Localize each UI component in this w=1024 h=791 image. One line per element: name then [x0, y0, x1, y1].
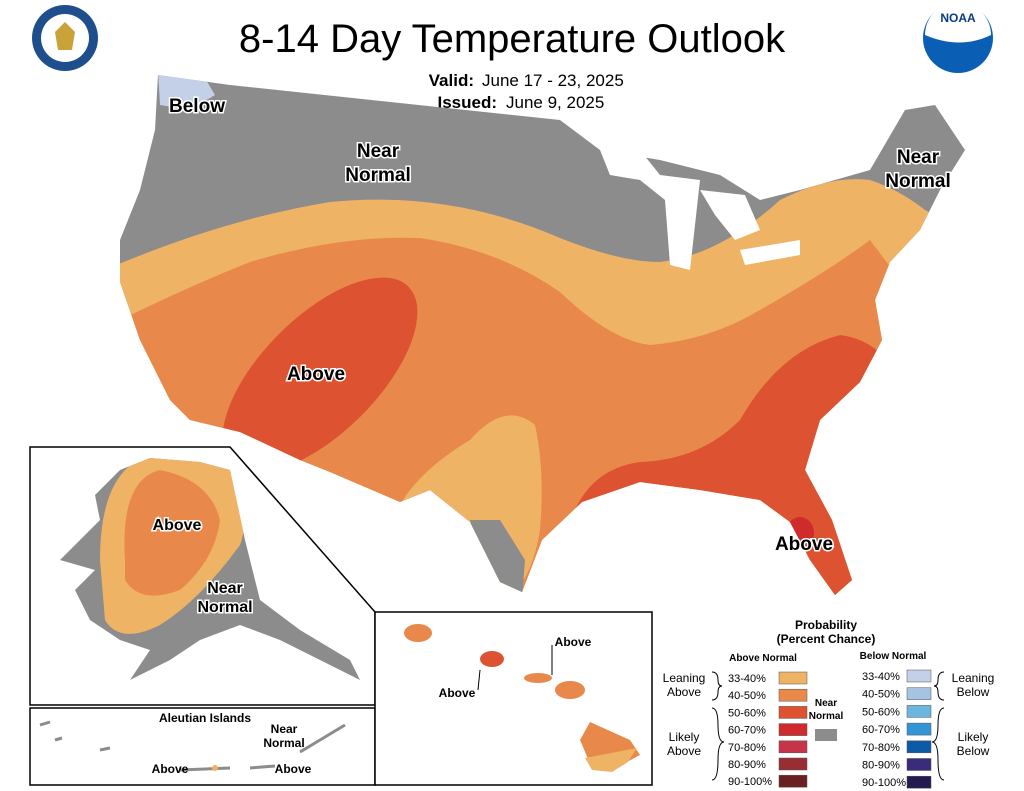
legend-swatch: [778, 706, 808, 719]
legend-swatch: [778, 688, 808, 702]
legend-label: 60-70%: [862, 724, 900, 736]
legend-swatch: [778, 757, 808, 771]
alaska-label: Near: [207, 580, 243, 597]
map-label: Normal: [885, 171, 950, 192]
legend-swatch: [906, 758, 932, 771]
legend-group: Above: [667, 744, 701, 758]
legend-group: Below: [957, 685, 990, 699]
aleutian-label: Above: [152, 762, 189, 776]
legend-label: 33-40%: [862, 671, 900, 683]
issued-date: June 9, 2025: [506, 93, 604, 112]
noaa-text: NOAA: [940, 11, 976, 25]
legend-heading: Below Normal: [860, 651, 927, 662]
legend-swatch: [906, 740, 932, 754]
aleutian-label: Normal: [263, 736, 304, 750]
legend-swatch: [815, 729, 837, 741]
alaska-label: Normal: [197, 599, 252, 616]
valid-label: Valid:: [429, 71, 474, 90]
legend-brace: [711, 671, 945, 781]
commerce-seal: [32, 5, 98, 71]
legend-heading: Above Normal: [729, 653, 797, 664]
aleutian-island: [212, 765, 218, 771]
legend-label: 50-60%: [728, 707, 766, 719]
legend-label: 90-100%: [728, 776, 772, 788]
map-label: Above: [775, 534, 833, 555]
hawaii-label: Above: [439, 686, 476, 700]
legend-label: 40-50%: [862, 689, 900, 701]
legend-swatch: [778, 774, 808, 788]
legend-label: 50-60%: [862, 706, 900, 718]
legend-label: 40-50%: [728, 690, 766, 702]
legend-label: 70-80%: [862, 742, 900, 754]
legend: Probability (Percent Chance) Above Norma…: [663, 618, 995, 789]
legend-swatch: [906, 722, 932, 736]
legend-label: 80-90%: [728, 759, 766, 771]
title: 8-14 Day Temperature Outlook: [239, 17, 786, 61]
legend-label: 90-100%: [862, 777, 906, 789]
legend-label: 33-40%: [728, 673, 766, 685]
legend-title: (Percent Chance): [777, 632, 876, 646]
aleutian-label: Near: [271, 722, 298, 736]
legend-group: Leaning: [952, 671, 995, 685]
legend-swatch: [778, 740, 808, 754]
hawaii: [404, 624, 640, 772]
legend-title: Probability: [795, 618, 857, 632]
legend-label: 80-90%: [862, 760, 900, 772]
legend-group: Likely: [669, 730, 700, 744]
legend-group: Leaning: [663, 671, 706, 685]
aleutian-islands: [39, 720, 346, 772]
legend-group: Below: [957, 744, 990, 758]
legend-group: Likely: [958, 730, 989, 744]
aleutian-title: Aleutian Islands: [159, 711, 251, 725]
map-label: Normal: [345, 165, 410, 186]
valid-dates: June 17 - 23, 2025: [482, 71, 624, 90]
map-label: Above: [287, 364, 345, 385]
legend-group: Above: [667, 685, 701, 699]
legend-swatch: [778, 671, 808, 685]
legend-swatch: [906, 669, 932, 683]
legend-label: 60-70%: [728, 725, 766, 737]
legend-near: Near: [815, 698, 837, 709]
map-label: Below: [169, 96, 225, 117]
legend-swatch: [906, 775, 932, 789]
map-label: Near: [897, 147, 940, 168]
legend-swatch: [906, 687, 932, 700]
issued-label: Issued:: [437, 93, 497, 112]
map-label: Near: [357, 141, 400, 162]
legend-near: Normal: [809, 711, 844, 722]
great-lakes: [600, 150, 800, 270]
alaska-label: Above: [153, 517, 202, 534]
hawaii-label: Above: [555, 635, 592, 649]
aleutian-label: Above: [275, 762, 312, 776]
legend-label: 70-80%: [728, 742, 766, 754]
legend-swatch: [906, 705, 932, 718]
legend-swatch: [778, 723, 808, 736]
noaa-logo: NOAA: [923, 2, 993, 73]
